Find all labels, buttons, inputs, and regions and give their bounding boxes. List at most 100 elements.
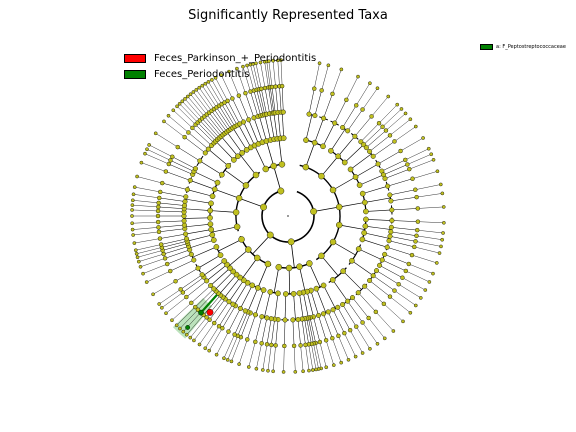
genus-branch bbox=[238, 339, 248, 365]
genus-branch bbox=[134, 238, 161, 244]
species-node bbox=[353, 354, 358, 359]
genus-branch bbox=[146, 149, 171, 161]
genus-branch bbox=[134, 186, 161, 193]
species-node bbox=[188, 92, 193, 96]
family-branch bbox=[199, 120, 218, 140]
family-node bbox=[191, 257, 197, 263]
genus-node bbox=[412, 244, 417, 250]
genus-node bbox=[344, 97, 349, 103]
genus-branch bbox=[344, 333, 356, 357]
genus-branch bbox=[416, 193, 443, 198]
family-branch bbox=[347, 109, 363, 131]
genus-node bbox=[273, 343, 278, 348]
species-node bbox=[254, 366, 259, 371]
species-node bbox=[326, 63, 331, 68]
phylum-branch bbox=[290, 241, 295, 268]
order-node bbox=[282, 291, 289, 297]
class-node bbox=[254, 254, 261, 262]
phylum-node bbox=[310, 208, 318, 215]
genus-node bbox=[415, 227, 420, 233]
order-branch bbox=[185, 229, 212, 235]
order-branch bbox=[184, 208, 211, 211]
order-branch bbox=[197, 254, 221, 269]
species-node bbox=[130, 203, 135, 207]
family-branch bbox=[383, 164, 408, 176]
family-node bbox=[226, 299, 232, 305]
species-node bbox=[135, 255, 140, 260]
genus-node bbox=[383, 128, 389, 133]
species-node bbox=[386, 94, 391, 99]
family-branch bbox=[195, 288, 214, 308]
order-branch bbox=[355, 163, 379, 178]
family-branch bbox=[253, 90, 261, 116]
family-node bbox=[184, 236, 190, 242]
family-branch bbox=[342, 304, 357, 327]
genus-branch bbox=[402, 277, 426, 291]
genus-branch bbox=[190, 94, 207, 115]
genus-branch bbox=[255, 63, 262, 89]
order-node bbox=[349, 257, 355, 264]
family-branch bbox=[360, 123, 380, 142]
class-branch bbox=[278, 138, 283, 165]
genus-node bbox=[168, 158, 173, 163]
species-node bbox=[311, 368, 315, 372]
order-branch bbox=[314, 118, 324, 143]
family-branch bbox=[304, 318, 309, 345]
genus-node bbox=[212, 320, 217, 326]
family-branch bbox=[177, 146, 200, 162]
family-branch bbox=[188, 132, 209, 150]
order-branch bbox=[284, 293, 287, 320]
species-node bbox=[185, 94, 190, 99]
genus-branch bbox=[338, 335, 349, 360]
genus-branch bbox=[371, 96, 389, 117]
family-branch bbox=[184, 136, 206, 154]
genus-node bbox=[253, 339, 258, 345]
genus-branch bbox=[383, 303, 404, 322]
genus-branch bbox=[409, 159, 434, 170]
family-node bbox=[230, 301, 236, 307]
order-branch bbox=[188, 239, 214, 249]
class-node bbox=[285, 264, 293, 272]
order-node bbox=[340, 268, 346, 274]
genus-node bbox=[156, 204, 161, 210]
order-branch bbox=[350, 153, 372, 170]
genus-branch bbox=[300, 345, 304, 372]
genus-branch bbox=[161, 292, 183, 308]
genus-branch bbox=[205, 83, 220, 106]
order-branch bbox=[187, 189, 213, 197]
family-branch bbox=[388, 240, 415, 248]
order-branch bbox=[365, 225, 392, 230]
genus-branch bbox=[193, 319, 210, 341]
genus-branch bbox=[140, 258, 166, 267]
family-branch bbox=[306, 318, 312, 344]
genus-branch bbox=[223, 334, 235, 359]
species-node bbox=[439, 244, 443, 249]
order-branch bbox=[293, 293, 296, 320]
species-node bbox=[135, 174, 139, 179]
order-branch bbox=[240, 285, 253, 309]
genus-node bbox=[312, 86, 317, 91]
genus-node bbox=[170, 154, 175, 159]
species-node bbox=[132, 241, 137, 245]
order-branch bbox=[214, 271, 234, 291]
family-branch bbox=[358, 292, 377, 313]
family-branch bbox=[387, 247, 413, 256]
family-branch bbox=[209, 298, 226, 320]
genus-branch bbox=[146, 270, 171, 283]
order-node bbox=[260, 287, 267, 293]
highlighted-taxon-node bbox=[206, 308, 214, 316]
genus-branch bbox=[256, 343, 262, 369]
order-branch bbox=[190, 180, 215, 190]
genus-node bbox=[160, 180, 165, 186]
genus-node bbox=[259, 341, 264, 346]
class-branch bbox=[214, 188, 240, 199]
family-branch bbox=[168, 163, 193, 175]
family-branch bbox=[208, 112, 226, 134]
genus-node bbox=[163, 169, 169, 174]
family-branch bbox=[261, 88, 267, 115]
species-node bbox=[368, 81, 372, 86]
family-branch bbox=[214, 301, 230, 324]
family-node bbox=[387, 192, 393, 198]
genus-branch bbox=[416, 235, 443, 240]
